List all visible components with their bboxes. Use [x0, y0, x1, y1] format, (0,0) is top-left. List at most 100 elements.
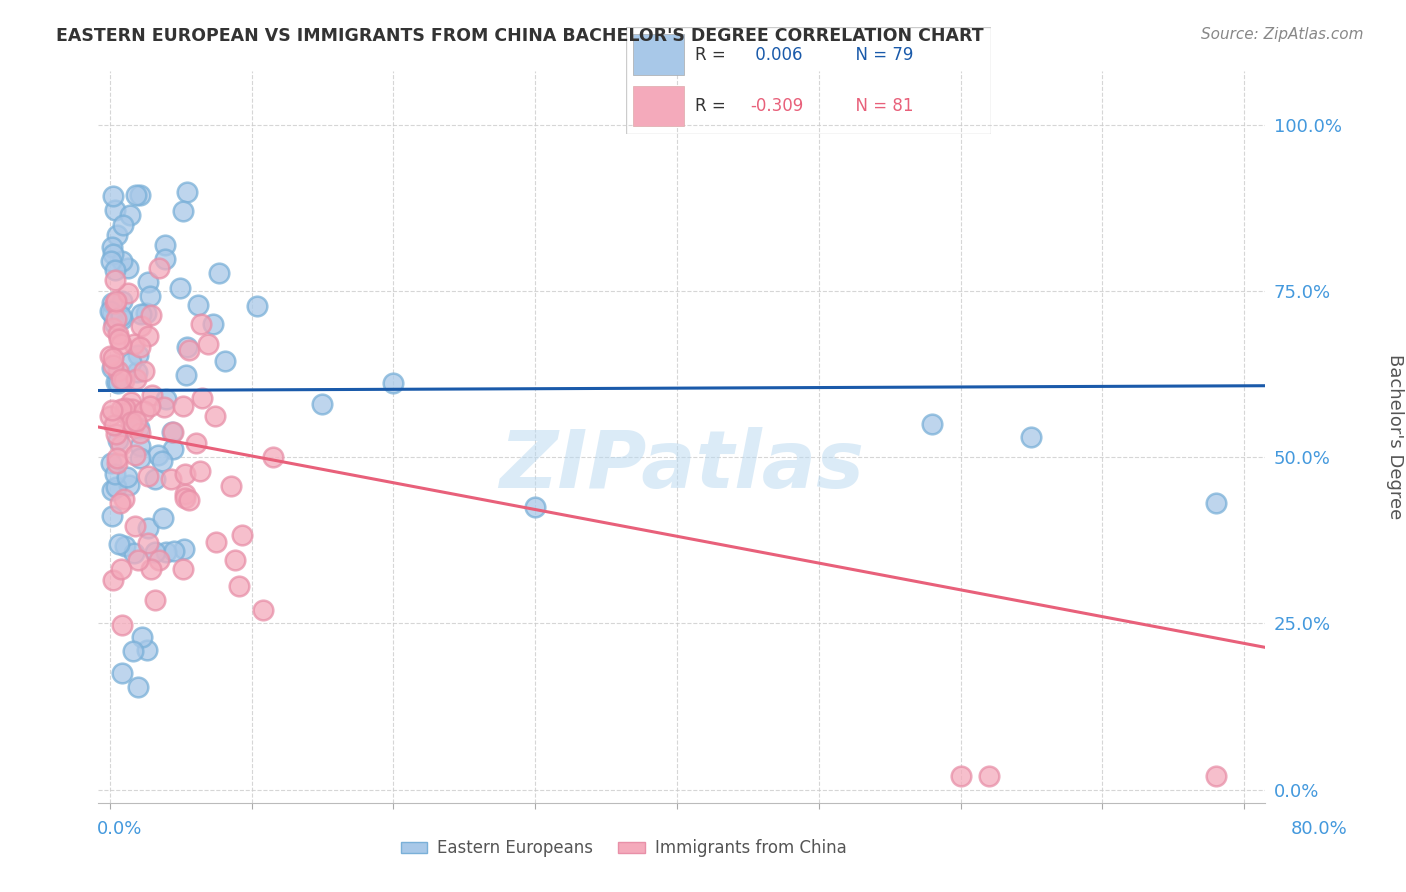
- Point: [177, 343, 200, 358]
- Point: [128, 421, 150, 435]
- Point: [105, 228, 128, 243]
- Point: [124, 448, 146, 462]
- Point: [125, 372, 148, 386]
- Point: [162, 425, 184, 439]
- Point: [129, 451, 152, 466]
- Point: [101, 295, 124, 310]
- Point: [110, 371, 132, 385]
- Point: [110, 496, 132, 510]
- Point: [128, 426, 150, 441]
- Point: [136, 521, 159, 535]
- Point: [141, 388, 163, 402]
- Point: [139, 288, 162, 302]
- Point: [128, 439, 150, 453]
- Point: [111, 254, 134, 268]
- Point: [100, 456, 122, 470]
- Point: [128, 340, 150, 354]
- Point: [132, 404, 155, 418]
- Point: [138, 536, 160, 550]
- Point: [208, 266, 231, 280]
- Point: [177, 492, 200, 507]
- Point: [921, 417, 943, 432]
- Point: [174, 467, 197, 481]
- Point: [202, 318, 225, 332]
- Point: [162, 442, 184, 457]
- Point: [107, 364, 129, 378]
- Y-axis label: Bachelor's Degree: Bachelor's Degree: [1386, 354, 1405, 520]
- Point: [104, 376, 127, 390]
- Point: [219, 479, 242, 493]
- Point: [108, 537, 131, 551]
- Point: [136, 329, 159, 343]
- Point: [141, 308, 163, 322]
- Point: [98, 409, 121, 423]
- Point: [224, 553, 246, 567]
- Point: [139, 562, 162, 576]
- Point: [143, 592, 166, 607]
- Point: [129, 188, 152, 202]
- Point: [101, 321, 124, 335]
- Point: [104, 467, 127, 482]
- Point: [187, 298, 209, 312]
- Point: [101, 402, 124, 417]
- Point: [101, 483, 124, 498]
- Point: [120, 394, 142, 409]
- Point: [101, 306, 124, 320]
- Point: [105, 311, 128, 326]
- Point: [129, 307, 152, 321]
- Point: [172, 400, 194, 414]
- Point: [111, 293, 134, 308]
- Text: ZIPatlas: ZIPatlas: [499, 427, 865, 506]
- Point: [117, 260, 139, 275]
- Point: [117, 470, 139, 484]
- Text: -0.309: -0.309: [749, 97, 803, 115]
- Point: [124, 519, 146, 533]
- Point: [153, 238, 176, 252]
- Point: [131, 631, 153, 645]
- Text: Source: ZipAtlas.com: Source: ZipAtlas.com: [1201, 27, 1364, 42]
- Point: [107, 327, 129, 342]
- Point: [104, 293, 127, 308]
- Text: 0.006: 0.006: [749, 45, 803, 63]
- Point: [110, 402, 132, 417]
- Point: [114, 401, 136, 415]
- Point: [122, 643, 145, 657]
- Text: 0.0%: 0.0%: [97, 820, 142, 838]
- Point: [214, 354, 236, 368]
- Point: [127, 680, 149, 694]
- Point: [136, 643, 159, 657]
- Text: R =: R =: [695, 45, 731, 63]
- Point: [103, 573, 125, 587]
- Point: [98, 350, 121, 364]
- Point: [190, 317, 212, 331]
- Point: [252, 603, 274, 617]
- Point: [136, 276, 159, 290]
- Point: [98, 304, 121, 318]
- Point: [176, 185, 198, 199]
- Point: [1205, 769, 1227, 783]
- Bar: [633, 34, 685, 75]
- Point: [125, 413, 148, 427]
- Point: [125, 188, 148, 202]
- Point: [1021, 430, 1043, 444]
- Point: [262, 450, 284, 465]
- Point: [120, 355, 142, 369]
- Point: [100, 508, 122, 523]
- Point: [172, 562, 194, 576]
- Point: [103, 418, 125, 433]
- Point: [121, 401, 143, 416]
- Point: [311, 396, 333, 410]
- Text: N = 79: N = 79: [845, 45, 914, 63]
- Point: [163, 543, 186, 558]
- Point: [205, 535, 228, 549]
- Point: [186, 436, 208, 450]
- Point: [122, 420, 145, 434]
- Point: [110, 309, 132, 323]
- Point: [105, 456, 128, 470]
- Text: 80.0%: 80.0%: [1291, 820, 1347, 838]
- Point: [111, 618, 134, 632]
- Text: R =: R =: [695, 97, 731, 115]
- Point: [169, 280, 191, 294]
- Point: [104, 480, 127, 494]
- Point: [107, 376, 129, 390]
